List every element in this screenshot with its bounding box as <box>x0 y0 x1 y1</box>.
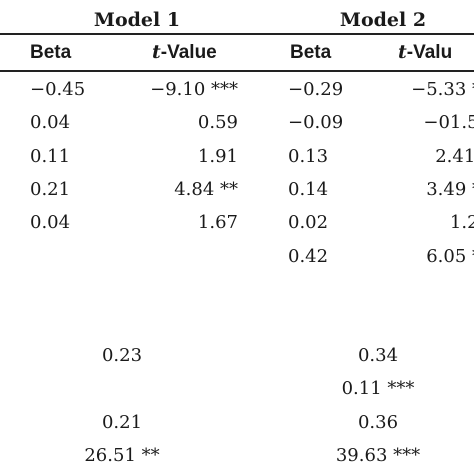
table-cell: 0.04 <box>30 212 71 233</box>
table-cell: −01.51 <box>423 112 474 133</box>
t-italic: t <box>398 41 407 63</box>
stat-cell: 0.23 <box>101 345 143 366</box>
table-cell: 0.14 <box>288 179 329 200</box>
table-cell: 6.05 ** <box>426 246 474 267</box>
table-cell: 0.02 <box>288 212 329 233</box>
stat-cell: 0.21 <box>101 412 143 433</box>
stat-cell: 39.63 *** <box>335 445 421 466</box>
value-label: -Valu <box>406 42 453 63</box>
table-cell: −9.10 *** <box>150 79 238 100</box>
table-cell: 0.59 <box>197 112 238 133</box>
table-cell: 2.41 * <box>435 146 474 167</box>
table-cell: −0.09 <box>288 112 344 133</box>
top-rule <box>0 33 474 35</box>
table-cell: 1.91 <box>197 146 238 167</box>
table-cell: 0.04 <box>30 112 71 133</box>
table-cell: 3.49 ** <box>426 179 474 200</box>
table-cell: −0.29 <box>288 79 344 100</box>
stat-cell: 26.51 ** <box>84 445 160 466</box>
table-cell: 0.21 <box>30 179 71 200</box>
table-cell: 0.11 <box>30 146 71 167</box>
value-label: -Value <box>160 42 217 63</box>
stat-cell: 0.36 <box>357 412 399 433</box>
table-cell: −5.33 ** <box>411 79 474 100</box>
col-header-beta-m1: Beta <box>30 42 72 63</box>
table-cell: 0.13 <box>288 146 329 167</box>
stat-cell: 0.34 <box>357 345 399 366</box>
col-header-tvalue-m2: t-Valu <box>398 41 453 63</box>
col-header-tvalue-m1: t-Value <box>152 41 217 63</box>
col-header-beta-m2: Beta <box>290 42 332 63</box>
table-cell: −0.45 <box>30 79 86 100</box>
table-cell: 1.28 <box>449 212 474 233</box>
group-header-model-1: Model 1 <box>93 9 181 31</box>
table-cell: 1.67 <box>197 212 238 233</box>
group-header-model-2: Model 2 <box>339 9 427 31</box>
table-cell: 4.84 ** <box>174 179 238 200</box>
stat-cell: 0.11 *** <box>341 378 415 399</box>
table-cell: 0.42 <box>288 246 329 267</box>
t-italic: t <box>152 41 161 63</box>
header-rule <box>0 70 474 72</box>
